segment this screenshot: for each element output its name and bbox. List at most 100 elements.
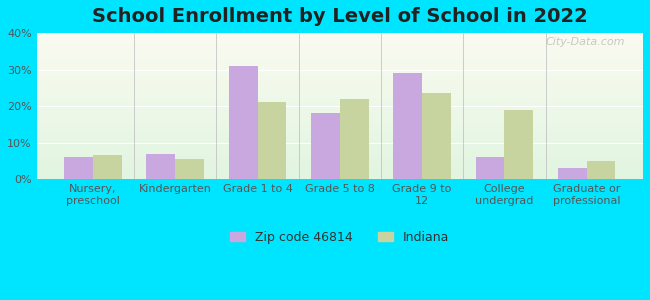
Bar: [36, 160, 643, 162]
Bar: [36, 170, 643, 172]
Bar: [36, 86, 643, 87]
Bar: [36, 40, 643, 42]
Bar: [36, 116, 643, 118]
Bar: [36, 165, 643, 166]
Bar: [36, 154, 643, 156]
Bar: [36, 45, 643, 46]
Bar: [36, 121, 643, 122]
Bar: [64, 157, 93, 179]
Bar: [36, 118, 643, 119]
Bar: [36, 61, 643, 62]
Bar: [36, 150, 643, 152]
Bar: [229, 66, 257, 179]
Bar: [36, 65, 643, 67]
Bar: [36, 134, 643, 135]
Bar: [393, 73, 422, 179]
Bar: [311, 113, 340, 179]
Bar: [36, 48, 643, 49]
Bar: [36, 152, 643, 153]
Bar: [36, 84, 643, 86]
Bar: [36, 122, 643, 124]
Bar: [36, 33, 643, 34]
Bar: [36, 51, 643, 52]
Bar: [36, 144, 643, 146]
Bar: [36, 83, 643, 84]
Bar: [36, 157, 643, 159]
Bar: [36, 125, 643, 127]
Bar: [36, 80, 643, 81]
Bar: [36, 92, 643, 93]
Title: School Enrollment by Level of School in 2022: School Enrollment by Level of School in …: [92, 7, 588, 26]
Bar: [36, 166, 643, 167]
Bar: [36, 100, 643, 102]
Bar: [36, 71, 643, 73]
Bar: [36, 167, 643, 169]
Bar: [36, 87, 643, 88]
Bar: [36, 70, 643, 71]
Bar: [587, 161, 616, 179]
Bar: [36, 42, 643, 43]
Bar: [36, 103, 643, 105]
Bar: [36, 137, 643, 138]
Bar: [36, 38, 643, 39]
Bar: [476, 157, 504, 179]
Bar: [36, 77, 643, 78]
Bar: [36, 102, 643, 103]
Bar: [36, 49, 643, 51]
Bar: [36, 73, 643, 74]
Bar: [36, 99, 643, 100]
Bar: [36, 156, 643, 157]
Bar: [422, 93, 451, 179]
Bar: [36, 163, 643, 165]
Bar: [36, 90, 643, 92]
Bar: [36, 159, 643, 160]
Bar: [36, 88, 643, 90]
Bar: [36, 52, 643, 53]
Bar: [36, 138, 643, 140]
Bar: [504, 110, 533, 179]
Bar: [36, 109, 643, 110]
Bar: [36, 64, 643, 65]
Bar: [36, 58, 643, 59]
Bar: [36, 147, 643, 148]
Text: City-Data.com: City-Data.com: [545, 38, 625, 47]
Bar: [36, 110, 643, 112]
Bar: [36, 74, 643, 75]
Bar: [93, 155, 122, 179]
Bar: [36, 124, 643, 125]
Bar: [36, 78, 643, 80]
Bar: [36, 112, 643, 113]
Bar: [36, 140, 643, 141]
Bar: [36, 36, 643, 38]
Bar: [36, 148, 643, 150]
Bar: [36, 56, 643, 58]
Bar: [36, 68, 643, 70]
Bar: [36, 81, 643, 83]
Bar: [36, 46, 643, 48]
Bar: [36, 53, 643, 55]
Bar: [36, 34, 643, 36]
Bar: [36, 75, 643, 77]
Bar: [36, 131, 643, 132]
Bar: [257, 103, 286, 179]
Bar: [36, 172, 643, 173]
Bar: [36, 175, 643, 176]
Bar: [36, 39, 643, 40]
Bar: [36, 105, 643, 106]
Bar: [36, 178, 643, 179]
Bar: [36, 93, 643, 94]
Bar: [36, 130, 643, 131]
Bar: [558, 168, 587, 179]
Bar: [176, 159, 204, 179]
Bar: [36, 108, 643, 109]
Bar: [146, 154, 176, 179]
Bar: [36, 115, 643, 116]
Bar: [340, 99, 369, 179]
Bar: [36, 43, 643, 45]
Bar: [36, 173, 643, 175]
Bar: [36, 141, 643, 143]
Bar: [36, 62, 643, 64]
Bar: [36, 119, 643, 121]
Bar: [36, 67, 643, 68]
Bar: [36, 169, 643, 170]
